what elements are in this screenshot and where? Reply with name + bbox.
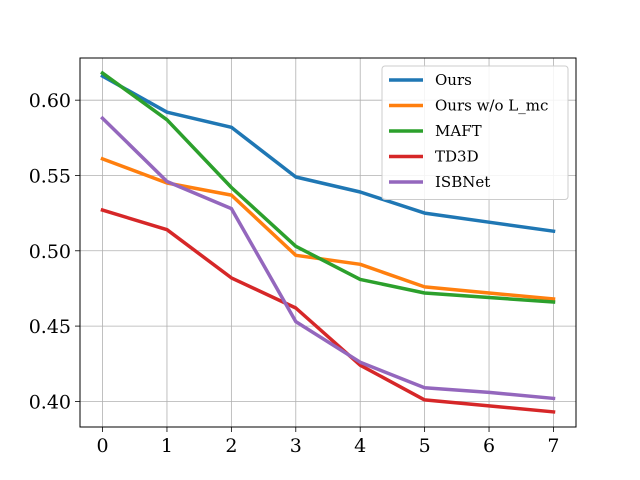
legend-label: ISBNet — [435, 173, 490, 191]
y-tick-label: 0.60 — [29, 90, 71, 112]
y-tick-label: 0.40 — [29, 391, 71, 413]
legend-label: Ours w/o L_mc — [435, 97, 548, 115]
plot-frame — [79, 57, 577, 428]
legend: Ours Ours w/o L_mc MAFT TD3D ISBNet — [381, 65, 569, 200]
legend-label: MAFT — [435, 122, 482, 140]
y-tick-label: 0.45 — [29, 316, 71, 338]
y-tick-label: 0.55 — [29, 165, 71, 187]
series-line-maft — [100, 70, 556, 304]
legend-box — [381, 65, 569, 200]
series-line-ours — [100, 73, 556, 234]
y-tick-label: 0.50 — [29, 241, 71, 263]
series-line-isbnet — [100, 115, 556, 401]
x-tick-label: 6 — [483, 435, 495, 457]
x-tick-label: 4 — [354, 435, 366, 457]
series-lines — [100, 70, 556, 414]
x-tick-label: 0 — [96, 435, 108, 457]
x-tick-label: 7 — [547, 435, 559, 457]
x-tick-label: 3 — [290, 435, 302, 457]
axis-ticks: 0 1 2 3 4 5 6 7 0.40 0.45 0.50 0.55 0.60 — [29, 90, 560, 457]
x-tick-label: 5 — [419, 435, 431, 457]
series-line-td3d — [100, 207, 556, 414]
x-tick-label: 1 — [161, 435, 173, 457]
legend-label: Ours — [435, 71, 472, 89]
legend-label: TD3D — [435, 148, 479, 166]
x-tick-label: 2 — [225, 435, 237, 457]
